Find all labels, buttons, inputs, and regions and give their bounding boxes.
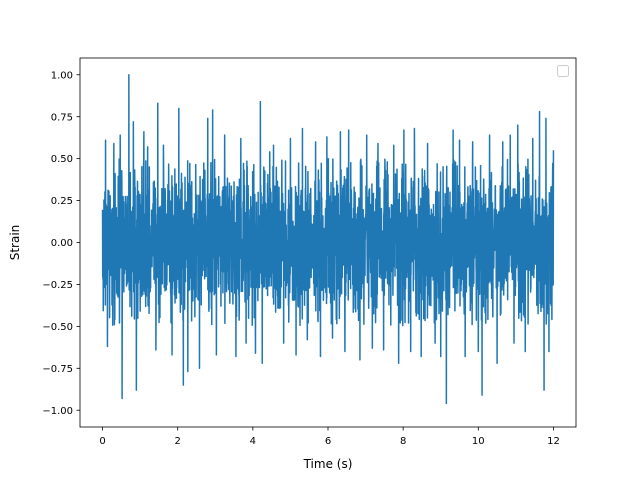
y-tick-label: 0.50 xyxy=(51,154,73,165)
x-tick-label: 10 xyxy=(472,436,485,447)
series-layer xyxy=(101,74,555,405)
x-axis-label: Time (s) xyxy=(303,457,353,471)
legend-box xyxy=(557,65,569,77)
y-tick-label: −0.50 xyxy=(42,322,73,333)
y-tick-label: −0.75 xyxy=(42,364,73,375)
x-axis-ticks: 0 2 4 6 8 10 12 xyxy=(99,427,560,447)
y-tick-label: −1.00 xyxy=(42,406,73,417)
y-axis-ticks: −1.00 −0.75 −0.50 −0.25 0.00 0.25 0.50 0.75 1.00 xyxy=(42,70,80,417)
x-tick-label: 12 xyxy=(547,436,560,447)
y-tick-label: 1.00 xyxy=(51,70,73,81)
y-tick-label: −0.25 xyxy=(42,280,73,291)
strain-series-line xyxy=(101,74,555,405)
x-tick-label: 2 xyxy=(175,436,181,447)
x-tick-label: 4 xyxy=(250,436,256,447)
x-tick-label: 0 xyxy=(99,436,105,447)
x-tick-label: 8 xyxy=(400,436,406,447)
y-tick-label: 0.25 xyxy=(51,196,73,207)
y-axis-label: Strain xyxy=(8,225,22,261)
y-tick-label: 0.00 xyxy=(51,238,73,249)
x-tick-label: 6 xyxy=(325,436,331,447)
y-tick-label: 0.75 xyxy=(51,112,73,123)
